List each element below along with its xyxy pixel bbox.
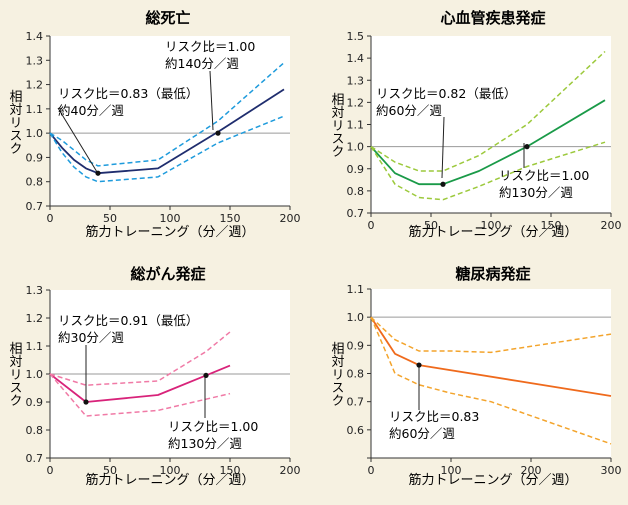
y-axis-label: 相対リスク xyxy=(7,342,23,407)
data-point xyxy=(524,144,529,149)
x-tick-label: 50 xyxy=(103,212,117,225)
y-tick-label: 0.6 xyxy=(347,424,365,437)
annotation-ratio: リスク比＝1.00 xyxy=(499,168,589,183)
panel-deaths: 総死亡 0.7 0.8 0.9 1.0 1.1 1.2 1.3 1.4 0 50 100 150 200 筋… xyxy=(7,9,314,240)
data-point xyxy=(416,362,421,367)
x-tick-label: 300 xyxy=(601,464,622,477)
annotation-minutes: 約40分／週 xyxy=(58,103,124,118)
y-tick-label: 0.9 xyxy=(347,163,365,176)
annotation-minutes: 約60分／週 xyxy=(389,426,455,441)
x-tick-label: 0 xyxy=(368,219,375,232)
y-tick-label: 1.4 xyxy=(26,30,44,43)
y-tick-label: 0.8 xyxy=(347,185,365,198)
annotation-ratio: リスク比＝0.82（最低） xyxy=(376,86,516,101)
y-tick-label: 1.3 xyxy=(26,284,44,297)
y-tick-label: 1.5 xyxy=(347,30,365,43)
annotation-minutes: 約30分／週 xyxy=(58,330,124,345)
annotation-ratio: リスク比＝0.83 xyxy=(389,409,479,424)
x-tick-label: 200 xyxy=(280,464,301,477)
annotation-ratio: リスク比＝1.00 xyxy=(168,419,258,434)
annotation-ratio: リスク比＝0.83（最低） xyxy=(58,86,198,101)
y-tick-label: 0.7 xyxy=(347,207,365,220)
y-tick-label: 0.9 xyxy=(347,339,365,352)
data-point xyxy=(95,171,100,176)
y-tick-label: 1.2 xyxy=(26,312,44,325)
y-tick-label: 0.9 xyxy=(26,151,44,164)
x-axis-label: 筋力トレーニング（分／週） xyxy=(85,472,254,488)
y-axis-label: 相対リスク xyxy=(329,342,345,407)
panel-title: 心血管疾患発症 xyxy=(440,9,545,27)
y-tick-label: 1.0 xyxy=(26,368,44,381)
x-axis-label: 筋力トレーニング（分／週） xyxy=(408,224,577,240)
annotation-ratio: リスク比＝0.91（最低） xyxy=(58,313,198,328)
data-point xyxy=(440,182,445,187)
y-tick-label: 1.3 xyxy=(26,54,44,67)
y-tick-label: 0.7 xyxy=(347,396,365,409)
y-tick-label: 1.1 xyxy=(26,340,44,353)
y-axis-label: 相対リスク xyxy=(7,90,23,155)
annotation-minutes: 約140分／週 xyxy=(165,56,239,71)
y-tick-label: 1.1 xyxy=(347,119,365,132)
data-point xyxy=(203,373,208,378)
y-tick-label: 0.8 xyxy=(347,368,365,381)
data-point xyxy=(215,131,220,136)
x-axis-label: 筋力トレーニング（分／週） xyxy=(408,472,577,488)
y-tick-label: 0.7 xyxy=(26,200,44,213)
y-tick-label: 1.1 xyxy=(347,283,365,296)
y-tick-label: 1.0 xyxy=(347,141,365,154)
y-axis-label: 相対リスク xyxy=(329,93,345,158)
y-tick-label: 1.2 xyxy=(347,96,365,109)
data-point xyxy=(83,399,88,404)
y-tick-label: 1.2 xyxy=(26,79,44,92)
y-tick-label: 1.1 xyxy=(26,103,44,116)
y-tick-label: 1.4 xyxy=(347,52,365,65)
annotation-minutes: 約130分／週 xyxy=(168,436,242,451)
x-tick-label: 200 xyxy=(280,212,301,225)
panel-title: 総がん発症 xyxy=(130,265,205,283)
x-tick-label: 200 xyxy=(601,219,622,232)
annotation-minutes: 約130分／週 xyxy=(499,185,573,200)
panel-title: 総死亡 xyxy=(145,9,190,27)
y-tick-label: 1.3 xyxy=(347,74,365,87)
x-tick-label: 0 xyxy=(47,212,54,225)
annotation-ratio: リスク比＝1.00 xyxy=(165,39,255,54)
x-tick-label: 0 xyxy=(368,464,375,477)
annotation-minutes: 約60分／週 xyxy=(376,103,442,118)
x-axis-label: 筋力トレーニング（分／週） xyxy=(85,224,254,240)
x-tick-label: 150 xyxy=(220,212,241,225)
panel-title: 糖尿病発症 xyxy=(455,265,530,283)
y-tick-label: 0.7 xyxy=(26,452,44,465)
y-tick-label: 0.8 xyxy=(26,176,44,189)
y-tick-label: 0.8 xyxy=(26,424,44,437)
y-tick-label: 1.0 xyxy=(26,127,44,140)
y-tick-label: 1.0 xyxy=(347,311,365,324)
x-tick-label: 100 xyxy=(160,212,181,225)
y-tick-label: 0.9 xyxy=(26,396,44,409)
x-tick-label: 0 xyxy=(47,464,54,477)
